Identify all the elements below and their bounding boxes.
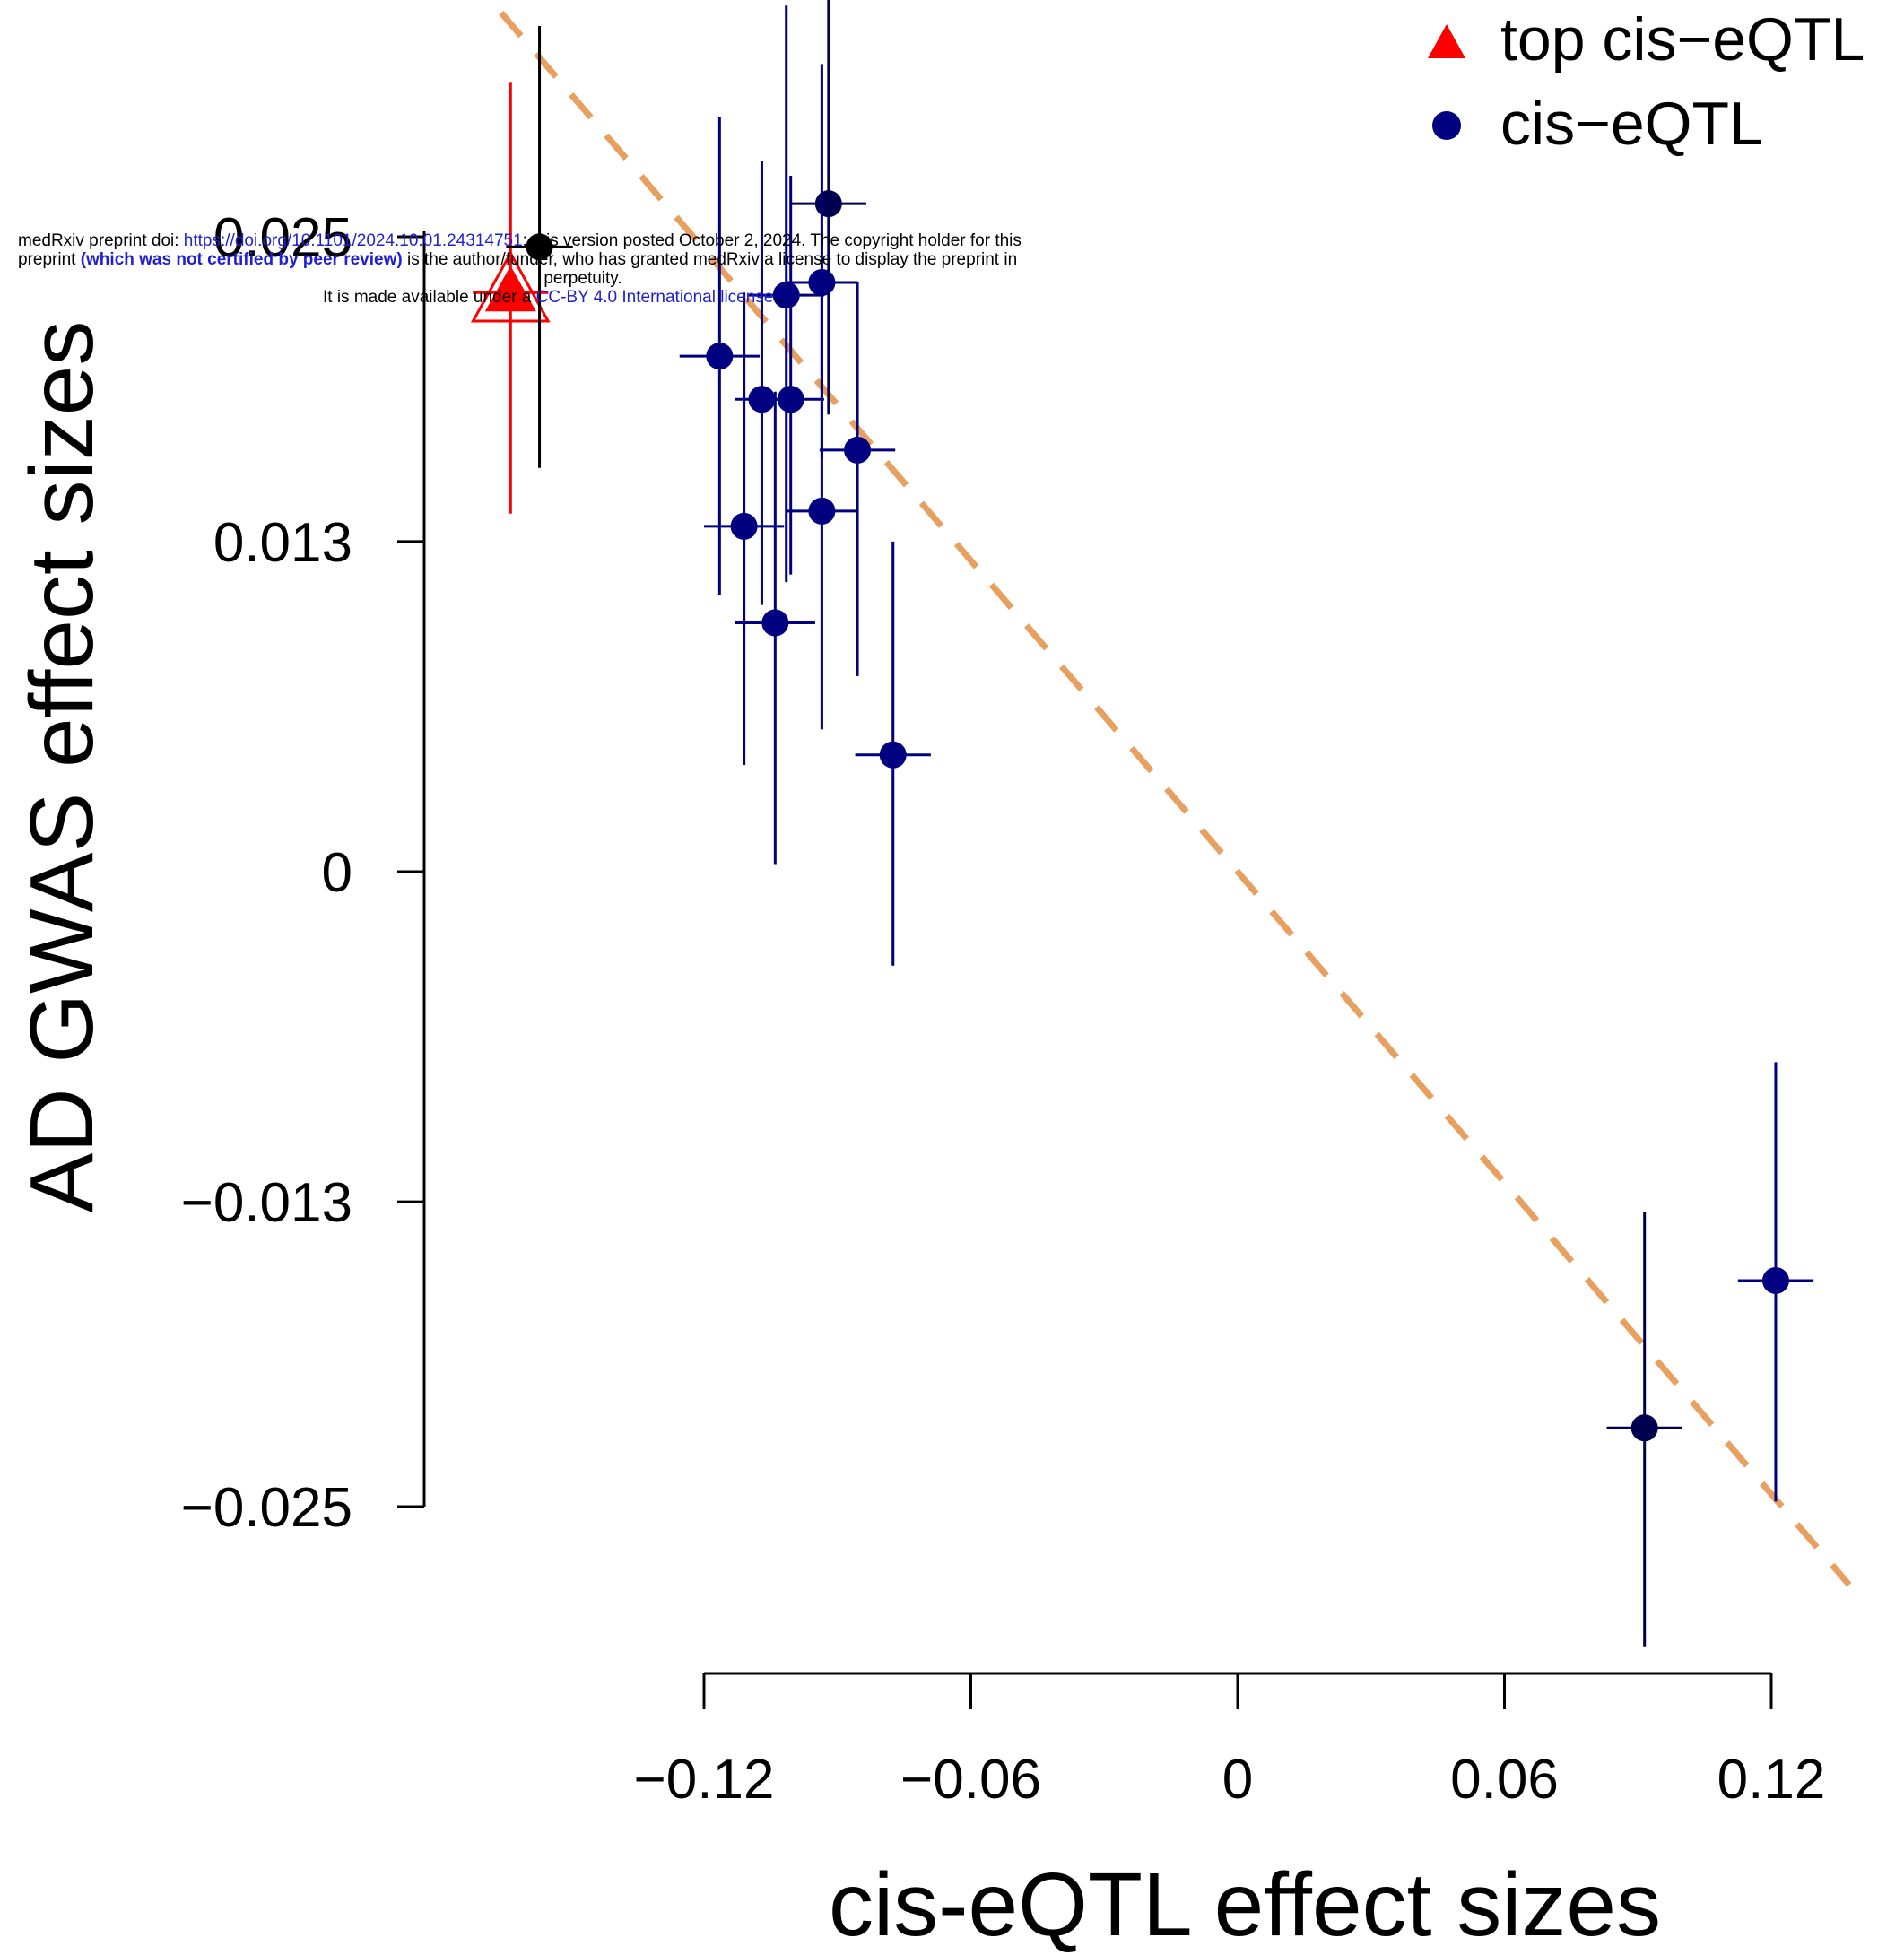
eqtl-point xyxy=(855,541,931,966)
eqtl-point xyxy=(748,5,824,583)
eqtl-point xyxy=(735,391,815,865)
banner-line-1: medRxiv preprint doi: https://doi.org/10… xyxy=(0,231,1166,250)
y-tick-label: 0 xyxy=(322,842,352,904)
banner-line2-suffix: is the author/funder, who has granted me… xyxy=(402,250,1018,269)
triangle-marker xyxy=(484,265,536,312)
license-link[interactable]: CC-BY 4.0 International license xyxy=(535,288,774,307)
legend-triangle-marker xyxy=(1428,24,1465,58)
circle-marker xyxy=(772,282,800,309)
legend-label-cis-eqtl: cis−eQTL xyxy=(1500,90,1763,158)
banner-line2-prefix: preprint xyxy=(18,250,81,269)
circle-marker xyxy=(1630,1414,1658,1442)
x-tick-label: 0.12 xyxy=(1717,1749,1826,1811)
circle-marker xyxy=(808,497,836,525)
eqtl-point xyxy=(757,176,824,575)
triangle-marker-outline xyxy=(470,250,551,323)
y-ticks: −0.025 −0.013 0 0.013 0.025 xyxy=(181,207,424,1539)
eqtl-point xyxy=(790,0,866,415)
eqtl-point xyxy=(1606,1212,1682,1647)
x-tick-label: −0.06 xyxy=(900,1749,1041,1811)
banner-line3-text: perpetuity. xyxy=(543,269,622,288)
banner-line1-suffix: ; this version posted October 2, 2024. T… xyxy=(522,231,1022,250)
y-tick-label: 0.025 xyxy=(213,207,352,269)
banner-line4-suffix: . xyxy=(773,288,783,307)
eqtl-point xyxy=(704,292,785,766)
circle-marker xyxy=(879,741,907,769)
y-tick-label: −0.013 xyxy=(181,1172,352,1234)
banner-line-3: perpetuity. xyxy=(0,269,1166,288)
circle-marker xyxy=(844,436,872,464)
y-tick-label: −0.025 xyxy=(181,1477,352,1539)
eqtl-point xyxy=(819,282,896,676)
circle-marker xyxy=(730,512,758,540)
preprint-banner: medRxiv preprint doi: https://doi.org/10… xyxy=(0,231,1166,307)
banner-line-4: It is made available under a CC-BY 4.0 I… xyxy=(0,288,1166,307)
banner-line4-prefix: It is made available under a xyxy=(323,288,536,307)
x-tick-label: 0 xyxy=(1222,1749,1253,1811)
y-axis-label: AD GWAS effect sizes xyxy=(12,321,112,1213)
circle-marker xyxy=(814,190,842,218)
eqtl-point xyxy=(506,25,573,468)
legend-circle-marker xyxy=(1432,111,1461,140)
x-axis-label: cis-eQTL effect sizes xyxy=(829,1855,1661,1955)
circle-marker xyxy=(777,386,804,413)
peer-review-note: (which was not certified by peer review) xyxy=(80,250,403,269)
banner-line-2: preprint (which was not certified by pee… xyxy=(0,250,1166,269)
top-eqtl-point xyxy=(470,82,551,514)
x-tick-label: 0.06 xyxy=(1450,1749,1559,1811)
x-tick-label: −0.12 xyxy=(634,1749,775,1811)
y-tick-label: 0.013 xyxy=(213,512,352,574)
data-points-layer xyxy=(470,0,1814,1647)
circle-marker xyxy=(761,609,789,637)
banner-line1-prefix: medRxiv preprint doi: xyxy=(18,231,184,250)
legend: top cis−eQTL cis−eQTL xyxy=(1428,5,1865,158)
x-ticks: −0.12 −0.06 0 0.06 0.12 xyxy=(634,1673,1826,1811)
circle-marker xyxy=(706,343,734,370)
doi-link[interactable]: https://doi.org/10.1101/2024.10.01.24314… xyxy=(183,231,523,250)
eqtl-point xyxy=(1737,1062,1814,1502)
circle-marker xyxy=(526,233,553,261)
eqtl-point xyxy=(786,280,858,730)
legend-label-top-cis-eqtl: top cis−eQTL xyxy=(1500,5,1865,74)
circle-marker xyxy=(1761,1266,1789,1294)
eqtl-point xyxy=(679,117,760,595)
